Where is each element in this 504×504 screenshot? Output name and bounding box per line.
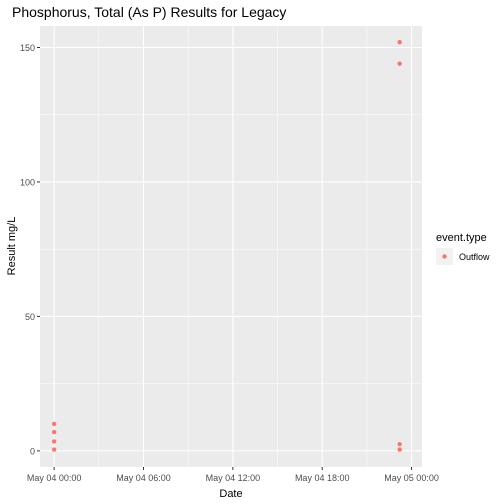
y-tick-label: 100: [20, 177, 35, 187]
x-tick-label: May 04 12:00: [206, 473, 261, 483]
x-tick-label: May 05 00:00: [384, 473, 439, 483]
y-axis: 0 50 100 150: [20, 43, 40, 456]
chart-title: Phosphorus, Total (As P) Results for Leg…: [12, 4, 286, 20]
y-tick-label: 0: [30, 446, 35, 456]
legend-title: event.type: [436, 232, 487, 244]
grid-lines: [40, 26, 422, 467]
data-point-outflow: [51, 421, 57, 427]
x-tick-label: May 04 00:00: [27, 473, 82, 483]
data-point-outflow: [51, 429, 57, 435]
y-axis-title: Result mg/L: [6, 217, 18, 276]
data-points: [51, 39, 402, 452]
legend: event.type Outflow: [436, 232, 490, 265]
plot-panel: [40, 26, 422, 467]
data-point-outflow: [397, 441, 402, 447]
x-axis: May 04 00:00 May 04 06:00 May 04 12:00 May …: [27, 467, 439, 483]
legend-outflow-marker: [442, 254, 447, 259]
data-point-outflow: [397, 447, 402, 452]
data-point-outflow: [397, 39, 402, 45]
x-axis-title: Date: [219, 488, 242, 500]
y-tick-label: 50: [25, 312, 35, 322]
legend-outflow-label: Outflow: [459, 252, 490, 262]
x-tick-label: May 04 18:00: [295, 473, 350, 483]
data-point-outflow: [51, 447, 57, 452]
x-tick-label: May 04 06:00: [116, 473, 171, 483]
data-point-outflow: [51, 439, 57, 444]
data-point-outflow: [397, 61, 402, 66]
y-tick-label: 150: [20, 43, 35, 53]
